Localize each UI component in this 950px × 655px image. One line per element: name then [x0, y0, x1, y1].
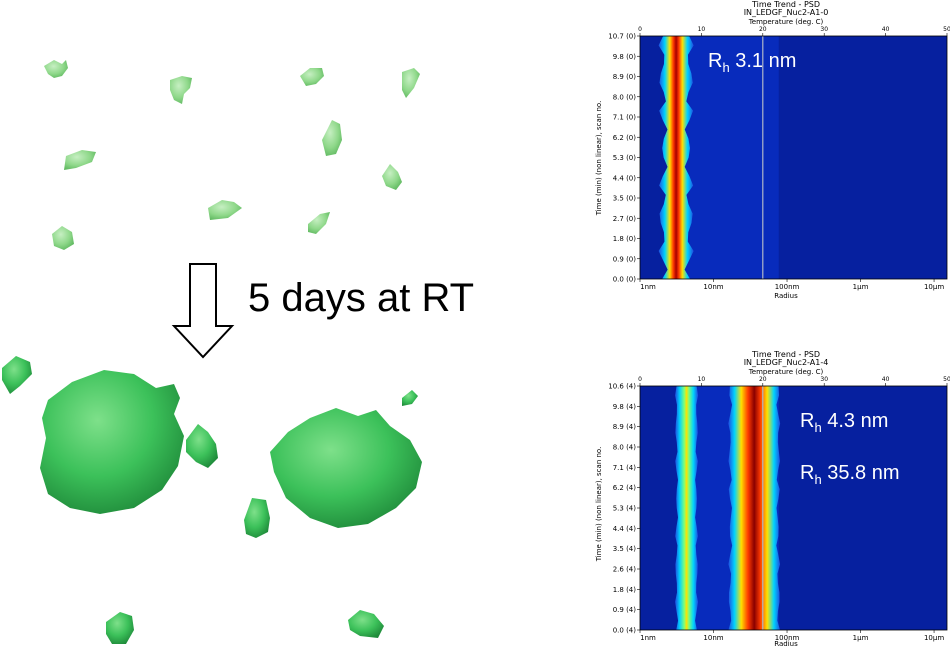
y-tick-label: 8.9 (0) [613, 73, 637, 81]
y-tick-label: 1.8 (0) [613, 235, 637, 243]
y-tick-label: 8.0 (4) [613, 444, 637, 452]
chart-title: Time Trend - PSD [751, 350, 820, 359]
monomer-9 [308, 212, 330, 234]
x2-tick-label: 0 [638, 376, 642, 383]
y-tick-label: 2.6 (4) [613, 566, 637, 574]
y-tick-label: 5.3 (0) [613, 154, 637, 162]
monomer-8 [208, 200, 242, 220]
monomer-14 [244, 498, 270, 538]
x-tick-label: 100nm [775, 634, 800, 642]
y-tick-label: 0.0 (0) [613, 276, 637, 284]
x-tick-label: 1µm [853, 634, 869, 642]
chart-title: Time Trend - PSD [751, 0, 820, 9]
y-tick-label: 10.6 (4) [608, 383, 636, 391]
x2-tick-label: 20 [759, 26, 767, 33]
x-tick-label: 10nm [703, 283, 723, 291]
monomer-16 [348, 610, 384, 638]
x-tick-label: 1µm [853, 283, 869, 291]
x2-tick-label: 50 [943, 376, 950, 383]
peak-band [728, 386, 781, 630]
x-axis-label: Radius [774, 292, 798, 300]
y-axis-label: Time (min) (non linear), scan no. [595, 447, 603, 563]
monomer-6 [322, 120, 342, 156]
caption: 5 days at RT [248, 276, 475, 320]
monomer-7 [382, 164, 402, 190]
y-tick-label: 0.0 (4) [613, 627, 637, 635]
y-tick-label: 0.9 (0) [613, 255, 637, 263]
monomer-11 [2, 356, 32, 394]
y-tick-label: 3.5 (0) [613, 195, 637, 203]
x2-tick-label: 10 [698, 376, 706, 383]
x-tick-label: 10µm [924, 283, 944, 291]
x2-tick-label: 30 [820, 26, 828, 33]
x-tick-label: 100nm [775, 283, 800, 291]
x-axis-label: Radius [774, 640, 798, 648]
chart-psd-top-svg: Time Trend - PSD IN_LEDGF_Nuc2-A1-0 Temp… [595, 0, 950, 300]
x2-tick-label: 20 [759, 376, 767, 383]
rh-annotation-1: Rh 3.1 nm [708, 50, 797, 75]
monomer-2 [170, 76, 192, 104]
chart-psd-bottom-svg: Time Trend - PSD IN_LEDGF_Nuc2-A1-4 Temp… [595, 350, 950, 648]
monomer-15 [106, 612, 134, 644]
y-tick-label: 3.5 (4) [613, 545, 637, 553]
y-tick-label: 8.0 (0) [613, 93, 637, 101]
x2-tick-label: 0 [638, 26, 642, 33]
monomer-5 [64, 150, 96, 170]
x2-axis-label: Temperature (deg. C) [748, 18, 824, 26]
protein-blobs-svg [2, 60, 422, 644]
y-tick-label: 0.9 (4) [613, 606, 637, 614]
y-tick-label: 2.7 (0) [613, 215, 637, 223]
x-tick-label: 1nm [640, 634, 656, 642]
chart-psd-top: Time Trend - PSD IN_LEDGF_Nuc2-A1-0 Temp… [590, 0, 950, 310]
monomer-4 [402, 68, 420, 98]
x2-tick-label: 10 [698, 26, 706, 33]
chart-subtitle: IN_LEDGF_Nuc2-A1-0 [744, 8, 829, 17]
down-arrow-icon [170, 262, 236, 365]
chart-psd-bottom: Time Trend - PSD IN_LEDGF_Nuc2-A1-4 Temp… [590, 344, 950, 655]
x2-tick-label: 40 [882, 26, 890, 33]
y-axis-label: Time (min) (non linear), scan no. [595, 101, 603, 217]
rh-annotation-1: Rh 4.3 nm [800, 410, 889, 435]
y-tick-label: 4.4 (0) [613, 174, 637, 182]
y-tick-label: 9.8 (4) [613, 403, 637, 411]
monomer-13 [402, 390, 418, 406]
y-tick-label: 7.1 (4) [613, 464, 637, 472]
x-tick-label: 10nm [703, 634, 723, 642]
x2-axis-label: Temperature (deg. C) [748, 368, 824, 376]
y-tick-label: 8.9 (4) [613, 423, 637, 431]
x-tick-label: 10µm [924, 634, 944, 642]
y-tick-label: 6.2 (0) [613, 134, 637, 142]
x-tick-label: 1nm [640, 283, 656, 291]
x2-tick-label: 50 [943, 26, 950, 33]
y-tick-label: 5.3 (4) [613, 505, 637, 513]
y-tick-label: 6.2 (4) [613, 484, 637, 492]
plot-area: 0.0 (0) 0.9 (0) 1.8 (0) 2.7 (0) 3.5 (0) 4.4 (… [608, 26, 950, 291]
aggregate-1 [40, 370, 184, 514]
monomer-3 [300, 68, 324, 86]
y-tick-label: 1.8 (4) [613, 586, 637, 594]
chart-subtitle: IN_LEDGF_Nuc2-A1-4 [744, 358, 829, 367]
aggregate-2 [270, 408, 422, 528]
plot-area: 0.0 (4) 0.9 (4) 1.8 (4) 2.6 (4) 3.5 (4) 4.4 (… [608, 376, 950, 642]
monomer-10 [52, 226, 74, 250]
monomer-12 [186, 424, 218, 468]
rh-annotation-2: Rh 35.8 nm [800, 462, 900, 487]
y-tick-label: 9.8 (0) [613, 53, 637, 61]
y-tick-label: 4.4 (4) [613, 525, 637, 533]
peak-band [675, 386, 699, 630]
y-tick-label: 7.1 (0) [613, 114, 637, 122]
y-tick-label: 10.7 (0) [608, 33, 636, 41]
x2-tick-label: 30 [820, 376, 828, 383]
monomer-1 [44, 60, 68, 78]
peak-band [658, 36, 694, 279]
x2-tick-label: 40 [882, 376, 890, 383]
